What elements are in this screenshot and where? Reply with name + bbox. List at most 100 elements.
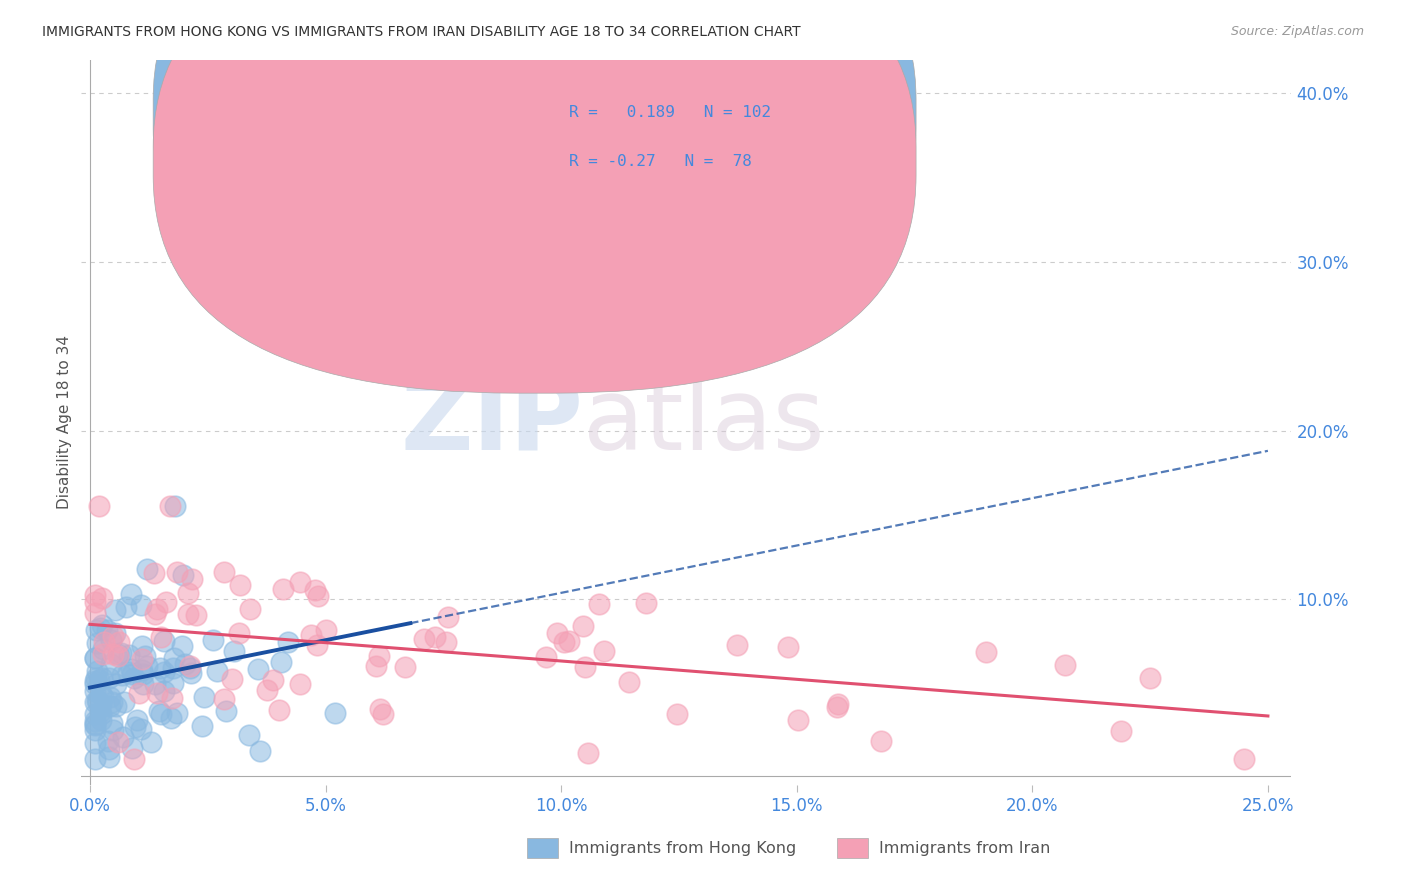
Point [207, 664, 229, 678]
Point [434, 635, 457, 649]
Point [83, 595, 105, 609]
Point [553, 634, 575, 648]
Point [115, 599, 138, 614]
Point [83, 588, 105, 602]
Point [1109, 723, 1132, 738]
Point [299, 628, 322, 642]
Point [131, 663, 153, 677]
Point [100, 633, 122, 648]
Point [97, 734, 120, 748]
Point [666, 706, 689, 721]
Point [159, 500, 181, 514]
Point [91, 618, 114, 632]
Point [91, 690, 114, 704]
Point [1054, 658, 1077, 673]
Point [180, 666, 202, 681]
Point [107, 649, 129, 664]
Point [269, 703, 291, 717]
Point [84, 672, 107, 686]
Point [93, 642, 115, 657]
Point [825, 699, 848, 714]
Point [124, 720, 146, 734]
Point [98, 671, 121, 685]
Point [86, 694, 108, 708]
Point [134, 649, 156, 664]
Point [91, 671, 114, 685]
Point [588, 597, 610, 611]
Point [105, 677, 128, 691]
Point [176, 607, 198, 622]
Point [83, 606, 105, 620]
Point [90, 707, 112, 722]
Point [290, 574, 312, 589]
Point [162, 661, 184, 675]
Point [170, 639, 193, 653]
Point [83, 706, 105, 721]
Text: atlas: atlas [583, 374, 825, 471]
Point [103, 628, 125, 642]
Point [239, 602, 262, 616]
Point [307, 589, 329, 603]
Point [121, 740, 143, 755]
Point [787, 713, 810, 727]
Point [87, 694, 110, 708]
Text: Immigrants from Iran: Immigrants from Iran [879, 841, 1050, 855]
Point [277, 635, 299, 649]
Point [83, 683, 105, 698]
Point [93, 647, 115, 661]
Point [122, 671, 145, 685]
Text: Immigrants from Hong Kong: Immigrants from Hong Kong [569, 841, 797, 855]
Point [162, 676, 184, 690]
Point [101, 647, 124, 661]
Point [87, 673, 110, 687]
Point [152, 665, 174, 679]
Point [89, 687, 111, 701]
Point [98, 742, 121, 756]
Point [162, 651, 184, 665]
Point [149, 706, 172, 721]
FancyBboxPatch shape [505, 95, 807, 183]
Point [104, 699, 127, 714]
Point [141, 735, 163, 749]
Point [288, 676, 311, 690]
Point [107, 634, 129, 648]
Point [111, 730, 134, 744]
Point [83, 714, 105, 729]
Point [146, 602, 169, 616]
Point [100, 698, 122, 713]
Point [132, 677, 155, 691]
FancyBboxPatch shape [153, 0, 917, 346]
Point [256, 683, 278, 698]
Point [181, 572, 204, 586]
Point [83, 677, 105, 691]
Point [83, 651, 105, 665]
Point [148, 661, 170, 675]
Point [725, 638, 748, 652]
Text: ZIP: ZIP [401, 374, 583, 471]
Point [153, 683, 176, 698]
Text: R =   0.189   N = 102: R = 0.189 N = 102 [568, 105, 770, 120]
Point [104, 603, 127, 617]
Point [974, 645, 997, 659]
Point [90, 697, 112, 711]
Point [120, 662, 142, 676]
Point [131, 651, 153, 665]
Point [101, 723, 124, 737]
Point [100, 690, 122, 705]
Point [107, 647, 129, 661]
Point [87, 500, 110, 514]
Point [1139, 671, 1161, 685]
Text: Source: ZipAtlas.com: Source: ZipAtlas.com [1230, 25, 1364, 38]
Point [534, 649, 557, 664]
Point [143, 677, 166, 691]
Point [90, 713, 112, 727]
Point [211, 285, 233, 300]
Point [177, 586, 200, 600]
Point [104, 626, 127, 640]
Point [191, 719, 214, 733]
Point [394, 659, 416, 673]
Point [172, 567, 194, 582]
Point [96, 624, 118, 638]
Point [100, 657, 122, 672]
Point [101, 695, 124, 709]
